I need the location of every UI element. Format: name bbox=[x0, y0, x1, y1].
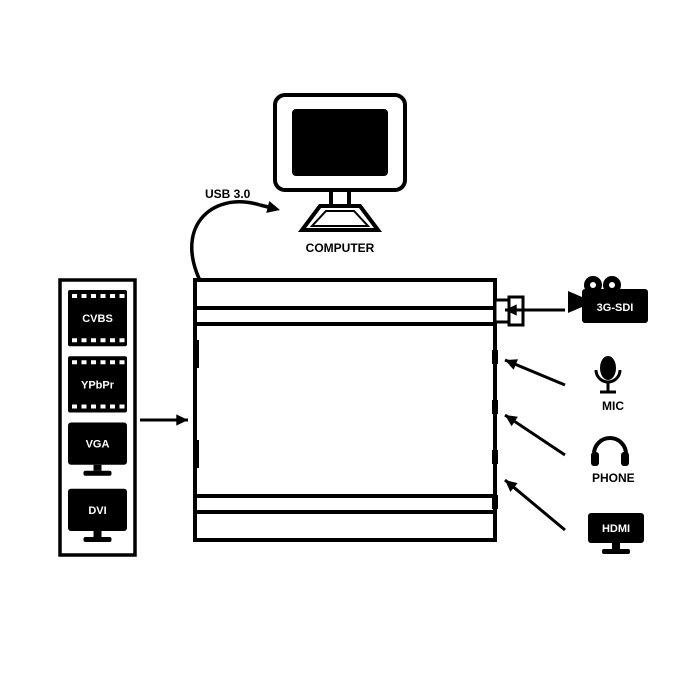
svg-text:DVI: DVI bbox=[88, 505, 106, 517]
source-item: CVBS bbox=[68, 290, 127, 346]
input-item: MIC bbox=[505, 356, 624, 413]
input-item: PHONE bbox=[505, 415, 635, 485]
svg-text:MIC: MIC bbox=[602, 399, 624, 413]
computer-label: COMPUTER bbox=[306, 241, 375, 255]
source-panel: CVBS YPbPr VGA DVI bbox=[60, 280, 188, 555]
input-item: 3G-SDI bbox=[505, 276, 648, 323]
source-item: YPbPr bbox=[68, 356, 127, 412]
svg-text:VGA: VGA bbox=[86, 439, 110, 451]
usb-label: USB 3.0 bbox=[205, 187, 251, 201]
input-item: HDMI bbox=[505, 480, 644, 554]
svg-text:HDMI: HDMI bbox=[602, 523, 630, 535]
svg-text:3G-SDI: 3G-SDI bbox=[597, 302, 634, 314]
svg-text:PHONE: PHONE bbox=[592, 471, 635, 485]
computer-icon: COMPUTER bbox=[275, 95, 405, 255]
capture-device bbox=[193, 280, 523, 540]
svg-text:YPbPr: YPbPr bbox=[81, 379, 115, 391]
svg-text:CVBS: CVBS bbox=[82, 313, 113, 325]
usb-connection: USB 3.0 bbox=[192, 187, 280, 290]
